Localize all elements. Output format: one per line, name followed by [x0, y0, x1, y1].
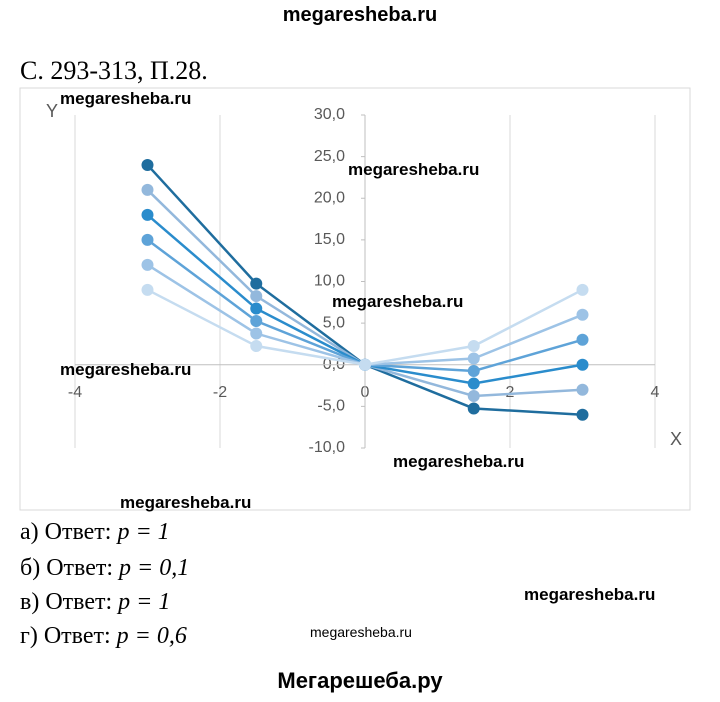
watermark: megaresheba.ru — [60, 360, 192, 379]
series-point — [576, 408, 589, 421]
x-tick-label: -4 — [68, 384, 82, 401]
header-watermark: megaresheba.ru — [282, 4, 438, 26]
reference: С. 293-313, П.28. — [20, 56, 208, 85]
watermark: megaresheba.ru — [60, 89, 192, 108]
series-point — [576, 333, 589, 346]
watermark: megaresheba.ru — [332, 292, 464, 311]
y-tick-label: -5,0 — [317, 398, 345, 415]
series-point — [467, 377, 480, 390]
y-tick-label: 5,0 — [323, 314, 345, 331]
answer: а) Ответ: p = 1 — [20, 519, 170, 546]
series-point — [250, 302, 263, 315]
series-point — [467, 352, 480, 365]
y-tick-label: 15,0 — [314, 231, 345, 248]
answer-prefix: б) Ответ: — [20, 555, 114, 581]
series-point — [359, 358, 371, 371]
y-tick-label: 10,0 — [314, 273, 345, 290]
answer: б) Ответ: p = 0,1 — [20, 555, 189, 582]
x-tick-label: -2 — [213, 384, 227, 401]
x-tick-label: 2 — [506, 384, 515, 401]
x-tick-label: 4 — [651, 384, 660, 401]
answer: в) Ответ: p = 1 — [20, 589, 170, 616]
series-point — [467, 389, 480, 402]
series-point — [250, 327, 263, 340]
series-point — [576, 358, 589, 371]
answer-formula: p = 1 — [117, 519, 170, 545]
series-point — [576, 383, 589, 396]
watermark: megaresheba.ru — [348, 160, 480, 179]
y-axis-label: Y — [46, 101, 58, 121]
series-point — [250, 340, 263, 353]
series-point — [141, 158, 154, 171]
y-tick-label: 25,0 — [314, 148, 345, 165]
answer: г) Ответ: p = 0,6 — [20, 623, 187, 650]
series-point — [250, 277, 263, 290]
answer-formula: p = 0,6 — [116, 623, 187, 649]
series-point — [141, 283, 154, 296]
series-point — [576, 283, 589, 296]
series-point — [250, 290, 263, 303]
y-tick-label: 30,0 — [314, 106, 345, 123]
watermark: megaresheba.ru — [524, 585, 656, 604]
series-point — [250, 315, 263, 328]
series-point — [576, 308, 589, 321]
series-point — [141, 208, 154, 221]
y-tick-label: 20,0 — [314, 189, 345, 206]
footer: Мегарешеба.ру — [277, 668, 443, 693]
answer-formula: p = 1 — [118, 589, 171, 615]
x-axis-label: X — [670, 429, 682, 449]
watermark: megaresheba.ru — [393, 452, 525, 471]
series-point — [141, 183, 154, 196]
chart-frame — [19, 87, 691, 511]
series-point — [467, 364, 480, 377]
watermark: megaresheba.ru — [120, 493, 252, 512]
y-tick-label: -10,0 — [309, 439, 346, 456]
answer-formula: p = 0,1 — [119, 555, 190, 581]
series-point — [467, 340, 480, 353]
watermark: megaresheba.ru — [310, 624, 412, 640]
series-point — [467, 402, 480, 415]
answer-prefix: г) Ответ: — [20, 623, 111, 649]
series-point — [141, 258, 154, 271]
series-point — [141, 233, 154, 246]
answer-prefix: а) Ответ: — [20, 519, 112, 545]
answer-prefix: в) Ответ: — [20, 589, 113, 615]
